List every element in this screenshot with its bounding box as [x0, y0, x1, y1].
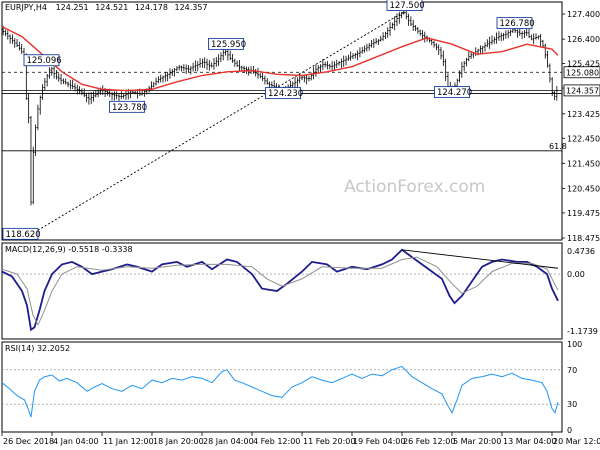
annotation-box-4	[265, 87, 301, 100]
annotation-box-6	[109, 100, 145, 113]
price-tick-label: 127.400	[567, 10, 600, 19]
time-tick-label: 20 Mar 12:00	[553, 437, 600, 446]
price-tick-label: 125.425	[567, 60, 600, 69]
rsi-lines	[1, 365, 562, 418]
price-axis: 127.400126.400125.425124.450123.425122.4…	[562, 10, 600, 243]
price-panel-frame	[1, 1, 563, 241]
rsi-tick-label: 70	[567, 366, 577, 375]
price-tick-label: 123.425	[567, 110, 600, 119]
rsi-panel: RSI(14) 32.2052	[1, 341, 563, 433]
price-moving-average	[1, 25, 559, 92]
annotation-box-3	[23, 54, 60, 67]
price-annotations: 127.500 126.780 125.950 125.096 124.230 124.2…	[2, 0, 535, 240]
rsi-title: RSI(14) 32.2052	[5, 344, 70, 353]
price-tick-label: 126.400	[567, 35, 600, 44]
time-tick-label: 5 Mar 20:00	[453, 437, 501, 446]
rsi-tick-label: 30	[567, 400, 577, 409]
annotation-box-7	[2, 227, 39, 240]
price-header: EURJPY,H4 124.251 124.521 124.178 124.35…	[5, 3, 208, 12]
macd-tick-label: 0.00	[567, 270, 585, 279]
close-value: 124.357	[174, 3, 207, 12]
time-tick-label: 26 Feb 12:00	[403, 437, 455, 446]
annotation-label-7: 118.620	[6, 230, 41, 240]
macd-axis: 0.4736 0.00 -1.1739	[567, 247, 598, 336]
time-tick-label: 11 Jan 12:00	[103, 437, 154, 446]
moving-average-line	[1, 25, 559, 92]
watermark: ActionForex.com	[344, 177, 485, 197]
time-tick-label: 4 Feb 12:00	[253, 437, 300, 446]
annotation-label-5: 124.270	[437, 88, 472, 98]
annotation-label-0: 127.500	[390, 1, 425, 11]
open-value: 124.251	[56, 3, 89, 12]
annotation-box-1	[496, 17, 533, 30]
price-trendline	[30, 11, 405, 235]
time-tick-label: 4 Jan 04:00	[53, 437, 99, 446]
trendline	[30, 11, 405, 235]
time-tick-label: 18 Jan 20:00	[153, 437, 204, 446]
time-tick-label: 19 Feb 04:00	[353, 437, 405, 446]
annotation-label-6: 123.780	[112, 103, 147, 113]
macd-tick-label: 0.4736	[567, 247, 595, 256]
fib-level-label: 61.8	[549, 142, 567, 151]
annotation-label-3: 125.096	[27, 56, 62, 66]
rsi-tick-label: 100	[567, 340, 582, 349]
price-tick-label: 118.475	[567, 234, 600, 243]
macd-divergence-line	[401, 249, 559, 269]
annotation-box-2	[208, 37, 244, 50]
price-tick-label: 121.450	[567, 159, 600, 168]
price-marker-box	[563, 84, 600, 97]
macd-panel: MACD(12,26,9) -0.5518 -0.3338	[1, 242, 563, 340]
macd-panel-frame	[1, 242, 563, 340]
rsi-series-line	[1, 365, 559, 418]
price-tick-label: 122.450	[567, 134, 600, 143]
time-tick-label: 28 Jan 04:00	[203, 437, 254, 446]
time-tick-label: 11 Feb 20:00	[303, 437, 355, 446]
annotation-label-1: 126.780	[500, 19, 535, 29]
price-tick-label: 120.450	[567, 184, 600, 193]
macd-title: MACD(12,26,9) -0.5518 -0.3338	[5, 245, 133, 254]
price-tick-label: 119.475	[567, 209, 600, 218]
low-value: 124.178	[135, 3, 168, 12]
high-value: 124.521	[95, 3, 128, 12]
price-panel: EURJPY,H4 124.251 124.521 124.178 124.35…	[1, 0, 567, 241]
symbol-label: EURJPY,H4	[5, 3, 47, 12]
annotation-box-5	[434, 86, 470, 99]
rsi-axis: 100 70 30 0	[567, 340, 582, 435]
macd-tick-label: -1.1739	[567, 327, 598, 336]
macd-series-signal	[1, 256, 559, 327]
macd-series-macd	[1, 248, 559, 332]
price-marker-box	[563, 66, 600, 79]
price-marker-label: 124.357	[566, 86, 599, 95]
time-tick-label: 13 Mar 04:00	[503, 437, 556, 446]
macd-lines	[1, 248, 562, 332]
time-tick-label: 26 Dec 2018	[3, 437, 54, 446]
rsi-tick-label: 0	[567, 426, 572, 435]
price-marker-label: 125.080	[566, 68, 599, 77]
annotation-label-4: 124.230	[268, 89, 303, 99]
rsi-panel-frame	[1, 341, 563, 433]
annotation-box-0	[386, 0, 423, 11]
annotation-label-2: 125.950	[211, 40, 246, 50]
